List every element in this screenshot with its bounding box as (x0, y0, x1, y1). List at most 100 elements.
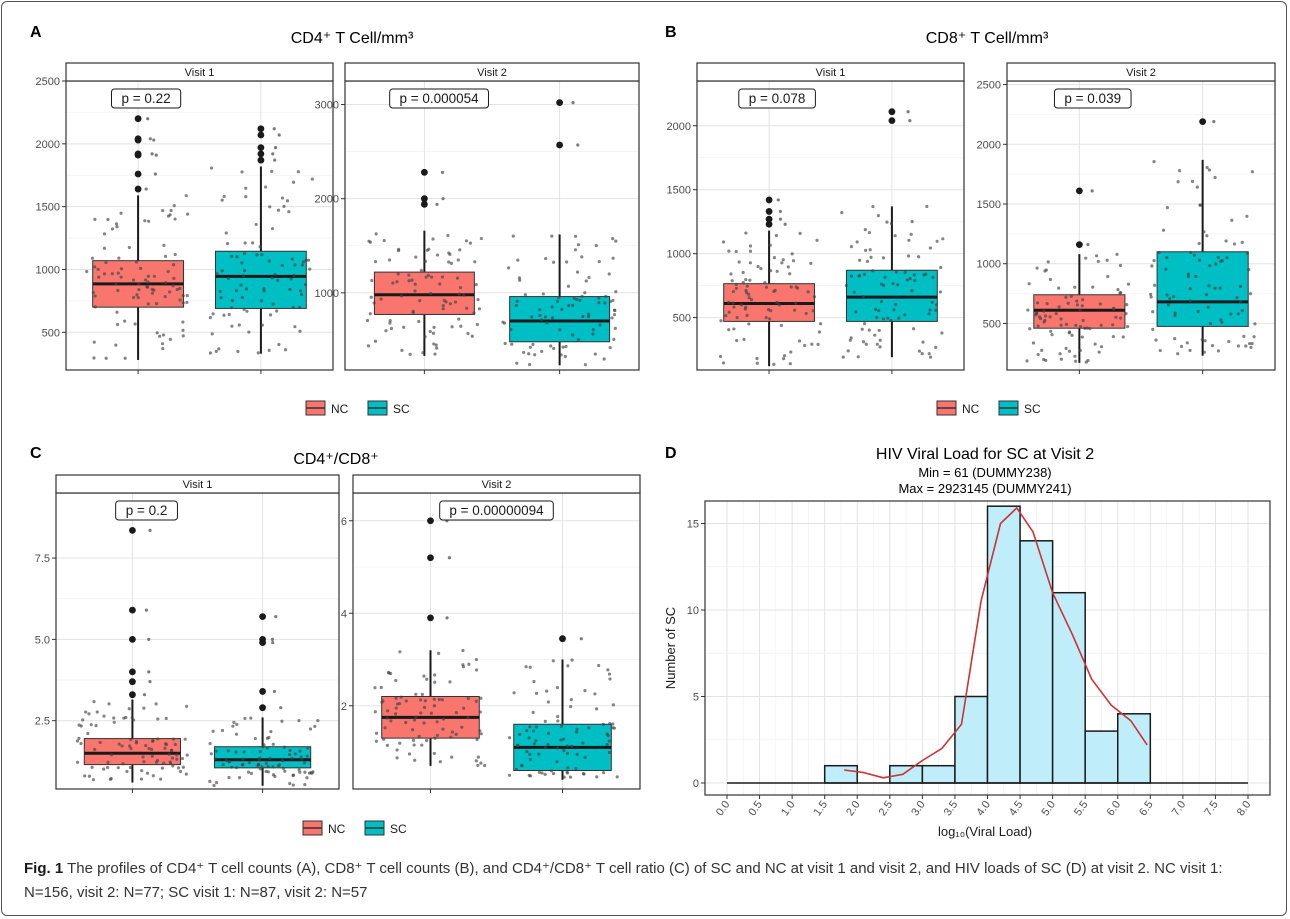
jitter-point (170, 756, 175, 760)
facet-b-visit2: 500 1000 1500 2000 2500 Visit 2 p = 0.039 (977, 62, 1276, 374)
jitter-point (528, 774, 533, 778)
jitter-point (756, 264, 760, 269)
jitter-point (305, 776, 309, 780)
jitter-point (447, 260, 451, 264)
jitter-point (908, 119, 912, 123)
jitter-point (264, 185, 268, 189)
jitter-point (398, 650, 402, 654)
jitter-point (271, 742, 275, 746)
jitter-point (424, 275, 428, 279)
jitter-point (85, 269, 89, 274)
jitter-point (1035, 266, 1039, 270)
jitter-point (281, 766, 286, 771)
jitter-point (106, 765, 110, 770)
jitter-point (447, 556, 452, 560)
jitter-point (389, 719, 393, 723)
jitter-point (581, 772, 586, 776)
jitter-point (768, 243, 772, 247)
outlier-point (765, 196, 773, 204)
jitter-point (476, 763, 480, 767)
jitter-point (612, 313, 617, 317)
jitter-point (605, 743, 609, 747)
outlier-point (1075, 241, 1083, 249)
panel-border (704, 500, 1271, 796)
jitter-point (410, 728, 415, 732)
jitter-point (232, 720, 236, 724)
outlier-point (427, 554, 434, 562)
jitter-point (136, 296, 140, 300)
jitter-point (431, 237, 435, 241)
jitter-point (429, 292, 433, 296)
jitter-point (474, 759, 478, 763)
jitter-point (1198, 203, 1202, 207)
jitter-point (313, 724, 317, 729)
jitter-point (570, 658, 574, 662)
jitter-point (300, 263, 304, 267)
p-value-box (115, 500, 178, 521)
jitter-point (173, 217, 177, 221)
jitter-point (877, 309, 881, 313)
jitter-point (608, 721, 612, 726)
jitter-point (1043, 269, 1047, 273)
jitter-point (280, 196, 285, 200)
jitter-point (786, 265, 790, 269)
jitter-point (575, 297, 579, 302)
jitter-point (450, 730, 455, 734)
jitter-point (1244, 344, 1248, 348)
jitter-point (566, 664, 570, 668)
jitter-point (1210, 343, 1215, 348)
facet-strip-label: Visit 1 (816, 67, 846, 79)
x-tick-label: 1.5 (812, 799, 831, 818)
jitter-point (395, 702, 400, 706)
jitter-point (1097, 350, 1101, 354)
jitter-point (435, 720, 439, 724)
jitter-point (1043, 318, 1047, 322)
jitter-point (280, 719, 284, 723)
jitter-point (102, 767, 106, 771)
jitter-point (280, 263, 284, 267)
jitter-point (208, 741, 212, 746)
jitter-point (614, 239, 618, 243)
jitter-point (235, 722, 239, 726)
jitter-point (601, 722, 606, 726)
jitter-point (423, 259, 427, 263)
jitter-point (95, 710, 99, 714)
jitter-point (610, 316, 614, 320)
jitter-point (110, 272, 114, 276)
jitter-point (1094, 254, 1099, 258)
histogram-bar (1084, 730, 1119, 784)
jitter-point (260, 253, 264, 257)
jitter-point (931, 275, 935, 279)
jitter-point (164, 281, 168, 285)
jitter-point (106, 217, 110, 222)
jitter-point (107, 702, 111, 706)
jitter-point (763, 281, 767, 285)
jitter-point (1202, 230, 1206, 234)
jitter-point (803, 343, 807, 348)
jitter-point (576, 143, 580, 147)
jitter-point (719, 319, 723, 323)
x-tick-label: 7.0 (1170, 799, 1189, 818)
jitter-point (399, 294, 404, 298)
jitter-point (528, 362, 532, 367)
jitter-point (96, 267, 100, 272)
jitter-point (183, 737, 187, 741)
jitter-point (181, 328, 185, 332)
facet-c-visit1: 2.5 5.0 7.5 Visit 1 p = 0.2 (35, 474, 340, 793)
legend-label-nc: NC (331, 402, 349, 416)
jitter-point (225, 242, 230, 246)
jitter-point (92, 340, 96, 344)
jitter-point (154, 153, 158, 157)
jitter-point (268, 205, 272, 209)
jitter-point (306, 746, 310, 750)
jitter-point (512, 691, 516, 695)
jitter-point (727, 249, 731, 253)
jitter-point (272, 127, 276, 131)
jitter-point (162, 243, 166, 247)
y-tick-label: 5.0 (35, 634, 50, 646)
outlier-point (129, 668, 136, 676)
jitter-point (597, 663, 601, 668)
x-tick-label: 2.0 (844, 799, 863, 818)
jitter-point (552, 260, 556, 264)
jitter-point (181, 293, 185, 298)
